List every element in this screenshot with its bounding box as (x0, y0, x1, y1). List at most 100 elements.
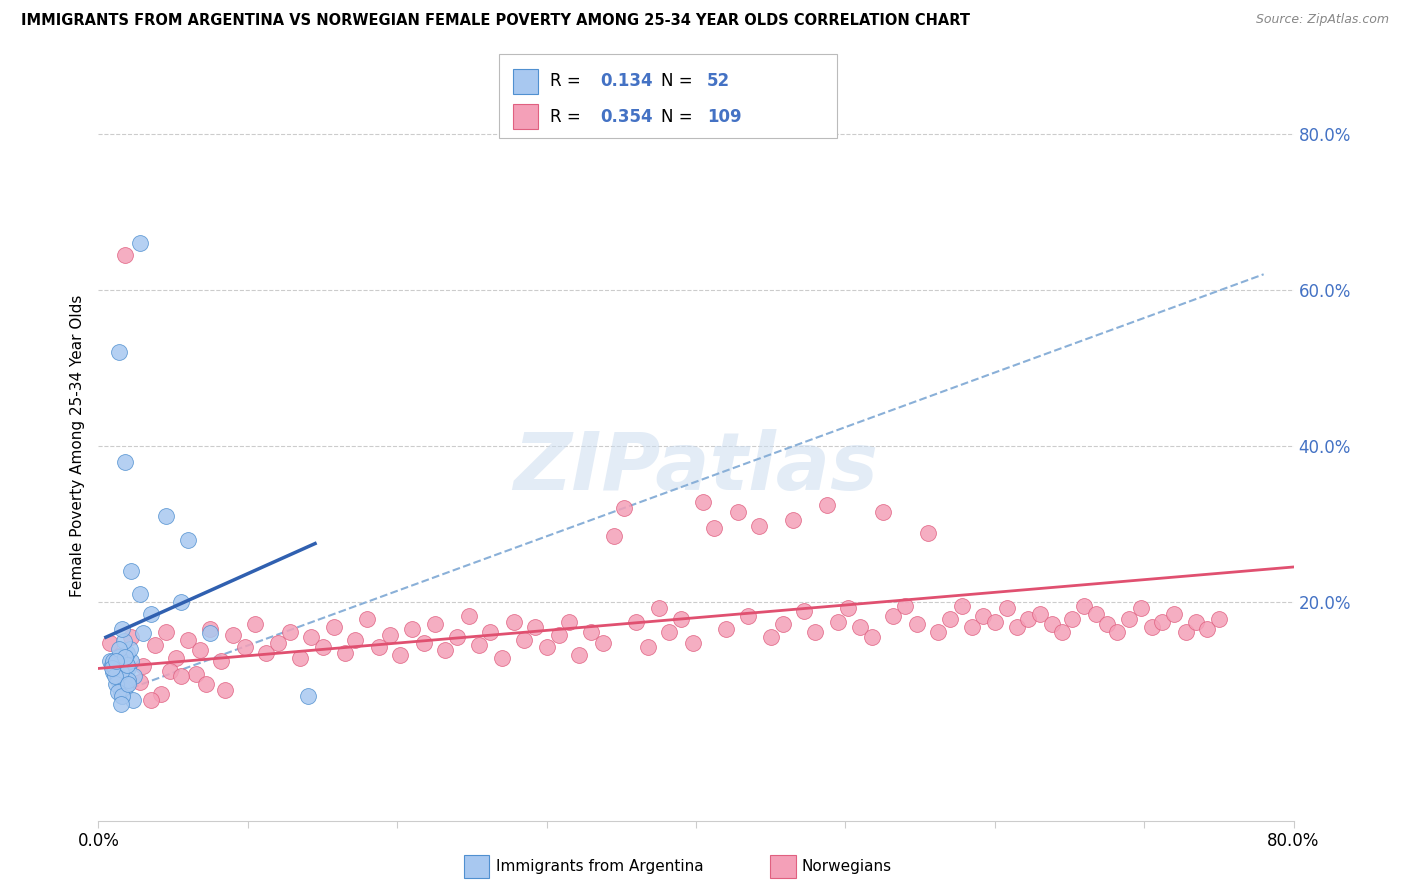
Point (105, 677, 128, 691)
Point (927, 624, 949, 639)
Point (458, 609, 481, 624)
Point (647, 601, 669, 615)
Point (107, 669, 129, 683)
Point (120, 654, 142, 668)
Point (468, 638, 491, 652)
Point (478, 624, 501, 639)
Point (103, 665, 125, 680)
Point (98, 654, 122, 668)
Point (132, 626, 155, 640)
Point (209, 654, 232, 668)
Point (188, 643, 211, 657)
Point (112, 634, 135, 648)
Point (1085, 607, 1108, 621)
Point (110, 685, 132, 699)
Point (1152, 615, 1174, 629)
Point (110, 665, 132, 680)
Point (1017, 612, 1039, 626)
Point (1195, 623, 1218, 637)
Point (827, 615, 849, 629)
Point (962, 620, 984, 634)
Point (793, 605, 815, 619)
Text: 109: 109 (707, 108, 742, 126)
Point (1130, 601, 1153, 615)
Point (177, 632, 200, 647)
Point (101, 661, 124, 675)
Point (1050, 624, 1073, 639)
Point (105, 654, 128, 668)
Point (200, 623, 222, 637)
Point (110, 661, 132, 675)
Point (111, 681, 134, 695)
Point (759, 630, 782, 644)
Point (523, 620, 546, 634)
Point (98, 635, 122, 649)
Y-axis label: Female Poverty Among 25-34 Year Olds: Female Poverty Among 25-34 Year Olds (69, 295, 84, 597)
Point (114, 455, 136, 469)
Point (105, 665, 128, 680)
Point (107, 673, 129, 687)
Point (110, 648, 132, 662)
Point (637, 640, 659, 655)
Point (169, 595, 191, 609)
Point (184, 667, 207, 681)
Point (117, 673, 139, 687)
Point (297, 689, 319, 703)
Point (245, 617, 267, 632)
Text: Immigrants from Argentina: Immigrants from Argentina (496, 859, 704, 873)
Point (389, 648, 412, 662)
Point (344, 632, 367, 647)
Point (748, 518, 770, 533)
Point (491, 651, 513, 665)
Point (1028, 607, 1050, 621)
Point (860, 630, 883, 644)
Point (536, 640, 558, 655)
Point (917, 526, 939, 541)
Point (323, 620, 346, 634)
Point (117, 677, 139, 691)
Point (254, 646, 277, 660)
Point (104, 669, 127, 683)
Text: R =: R = (550, 108, 586, 126)
Point (177, 533, 200, 547)
Point (104, 657, 127, 672)
Point (1040, 617, 1063, 632)
Point (1140, 620, 1163, 634)
Point (995, 601, 1018, 615)
Text: IMMIGRANTS FROM ARGENTINA VS NORWEGIAN FEMALE POVERTY AMONG 25-34 YEAR OLDS CORR: IMMIGRANTS FROM ARGENTINA VS NORWEGIAN F… (21, 13, 970, 29)
Point (267, 635, 290, 649)
Point (423, 617, 446, 632)
Point (108, 649, 131, 664)
Point (849, 620, 872, 634)
Point (114, 649, 136, 664)
Text: 0.134: 0.134 (600, 72, 652, 90)
Point (1118, 612, 1140, 626)
Point (1175, 624, 1198, 639)
Point (682, 635, 704, 649)
Point (108, 642, 131, 657)
Point (111, 689, 134, 703)
Point (108, 649, 131, 664)
Point (581, 624, 603, 639)
Point (413, 635, 436, 649)
Text: R =: R = (550, 72, 586, 90)
Point (111, 689, 134, 703)
Point (114, 248, 136, 262)
Point (311, 640, 333, 655)
Point (972, 609, 994, 624)
Point (101, 657, 124, 672)
Point (155, 624, 177, 639)
Point (124, 669, 146, 683)
Text: Norwegians: Norwegians (801, 859, 891, 873)
Point (233, 640, 256, 655)
Point (737, 609, 759, 624)
Point (837, 601, 859, 615)
Text: 52: 52 (707, 72, 730, 90)
Point (1185, 615, 1208, 629)
Point (1107, 624, 1129, 639)
Point (299, 630, 322, 644)
Point (114, 677, 136, 691)
Point (950, 599, 973, 613)
Point (658, 624, 681, 639)
Point (692, 495, 714, 509)
